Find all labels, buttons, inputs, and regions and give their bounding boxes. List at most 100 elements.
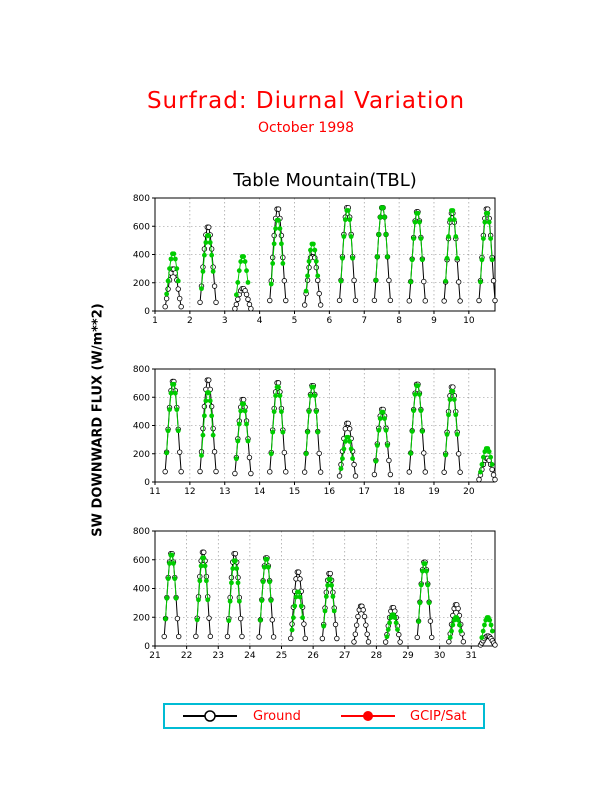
sat-point bbox=[417, 219, 422, 225]
sat-point bbox=[164, 595, 170, 601]
ground-point bbox=[352, 473, 359, 479]
ground-point bbox=[450, 384, 456, 390]
sat-point bbox=[454, 255, 460, 261]
sat-point bbox=[297, 594, 303, 600]
ground-point bbox=[455, 451, 462, 457]
sat-point bbox=[408, 451, 414, 456]
sat-point bbox=[227, 598, 233, 604]
sat-point bbox=[347, 439, 353, 444]
sat-point bbox=[374, 442, 380, 448]
sat-point bbox=[233, 292, 239, 298]
ground-point bbox=[246, 454, 253, 461]
sat-point bbox=[447, 217, 453, 223]
y-tick-label: 200 bbox=[133, 450, 150, 460]
ground-point bbox=[297, 576, 303, 582]
ground-point bbox=[345, 420, 351, 427]
ground-point bbox=[177, 295, 183, 302]
sat-point bbox=[384, 634, 390, 640]
sat-point bbox=[450, 622, 456, 628]
sat-point bbox=[202, 252, 207, 258]
sat-point bbox=[205, 597, 211, 603]
sat-point bbox=[167, 266, 172, 271]
ground-point bbox=[371, 471, 378, 478]
ground-point bbox=[455, 605, 461, 612]
sat-point bbox=[453, 234, 459, 239]
ground-point bbox=[178, 304, 184, 310]
sat-point bbox=[376, 427, 382, 433]
sat-point bbox=[236, 598, 242, 604]
ground-point bbox=[201, 246, 208, 252]
sat-point bbox=[242, 259, 248, 264]
sat-point bbox=[342, 217, 348, 223]
ground-point bbox=[334, 635, 340, 642]
ground-point bbox=[232, 306, 238, 312]
x-tick-label: 9 bbox=[431, 316, 437, 326]
sat-point bbox=[198, 563, 204, 569]
sat-point bbox=[210, 432, 216, 438]
sat-point bbox=[235, 280, 241, 285]
sat-point bbox=[489, 628, 495, 634]
ground-point bbox=[387, 471, 394, 478]
ground-point bbox=[295, 569, 302, 575]
ground-point bbox=[197, 468, 203, 475]
sat-point bbox=[408, 279, 414, 285]
ground-point bbox=[317, 302, 324, 308]
x-tick-label: 30 bbox=[434, 651, 446, 661]
ground-point bbox=[248, 306, 254, 312]
ground-point bbox=[476, 476, 482, 483]
x-tick-label: 26 bbox=[307, 651, 319, 661]
sat-point bbox=[267, 579, 273, 585]
x-tick-label: 1 bbox=[152, 316, 158, 326]
x-tick-label: 21 bbox=[149, 651, 160, 661]
sat-point bbox=[382, 416, 387, 421]
ground-point bbox=[224, 633, 231, 640]
sat-point bbox=[373, 277, 379, 283]
y-tick-label: 600 bbox=[133, 556, 150, 566]
ground-point bbox=[317, 469, 324, 475]
sat-point bbox=[486, 219, 492, 225]
ground-point bbox=[351, 277, 357, 284]
sat-point bbox=[273, 393, 278, 399]
ground-point bbox=[177, 449, 183, 455]
sat-point bbox=[479, 635, 485, 640]
sat-point bbox=[206, 390, 212, 396]
ground-point bbox=[490, 472, 497, 478]
sat-point bbox=[289, 627, 295, 633]
x-tick-label: 18 bbox=[393, 487, 405, 497]
sat-point bbox=[322, 608, 328, 614]
sat-point bbox=[348, 234, 354, 239]
sat-point bbox=[411, 408, 417, 414]
sat-point bbox=[296, 589, 302, 595]
ground-point bbox=[315, 277, 321, 283]
x-tick-label: 14 bbox=[254, 487, 266, 497]
ground-point bbox=[489, 466, 495, 473]
sat-point bbox=[298, 603, 304, 609]
sat-point bbox=[270, 261, 276, 266]
sat-point bbox=[276, 384, 281, 390]
sat-point bbox=[171, 251, 177, 257]
ground-point bbox=[162, 304, 168, 310]
sat-point bbox=[245, 438, 251, 444]
sat-point bbox=[172, 256, 178, 262]
sat-point bbox=[331, 608, 337, 614]
sat-point bbox=[165, 576, 171, 582]
ground-point bbox=[246, 301, 253, 308]
x-tick-label: 4 bbox=[257, 316, 263, 326]
x-tick-label: 17 bbox=[359, 487, 370, 497]
sat-point bbox=[409, 429, 415, 434]
ground-point bbox=[421, 450, 427, 456]
ground-point bbox=[275, 380, 282, 386]
ground-point bbox=[201, 549, 207, 555]
sat-point bbox=[196, 597, 201, 603]
ground-point bbox=[283, 297, 289, 304]
y-tick-label: 800 bbox=[133, 527, 150, 537]
sat-point bbox=[209, 252, 215, 258]
ground-point bbox=[336, 297, 343, 304]
ground-point bbox=[233, 301, 240, 308]
y-tick-label: 200 bbox=[133, 613, 150, 623]
sat-point bbox=[422, 561, 428, 566]
sat-point bbox=[313, 258, 319, 264]
sat-point bbox=[273, 226, 278, 231]
sat-point bbox=[268, 598, 274, 603]
sat-point bbox=[173, 595, 179, 601]
